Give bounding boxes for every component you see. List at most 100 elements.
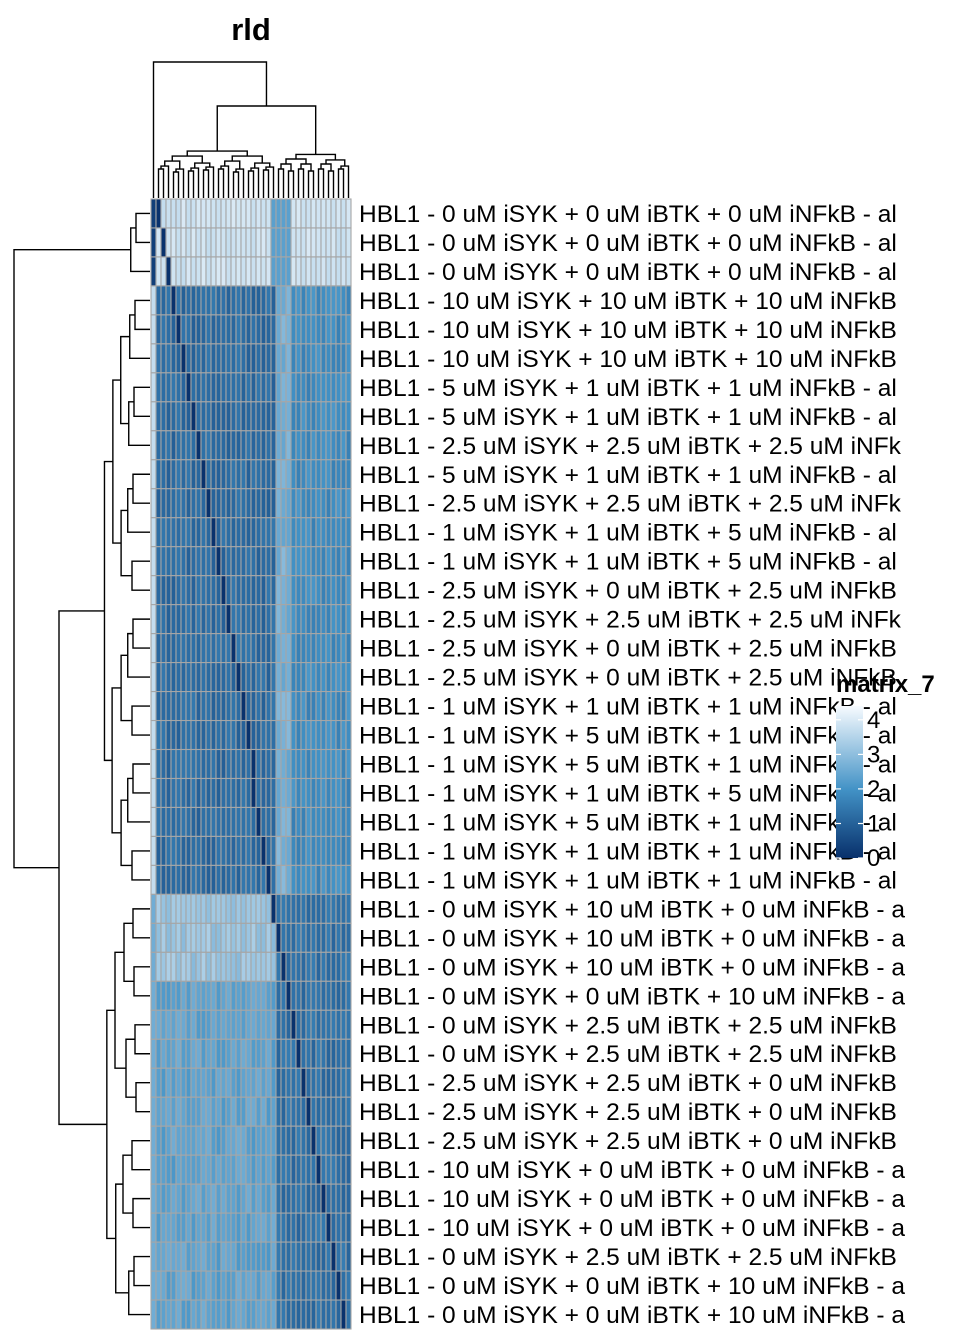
heatmap-cell — [330, 806, 337, 837]
heatmap-cell — [275, 1009, 282, 1040]
heatmap-cell — [175, 1154, 182, 1185]
heatmap-cell — [280, 604, 287, 635]
heatmap-cell — [270, 430, 277, 461]
heatmap-cell — [230, 691, 237, 722]
heatmap-cell — [175, 1212, 182, 1243]
column-dendrogram-branch — [164, 160, 181, 170]
heatmap-cell — [310, 372, 317, 403]
heatmap-cell — [235, 1096, 242, 1127]
heatmap-cell — [215, 314, 222, 345]
heatmap-cell — [220, 719, 227, 751]
heatmap-cell — [240, 575, 247, 606]
heatmap-cell — [215, 951, 222, 982]
heatmap-cell — [225, 401, 232, 432]
heatmap-cell — [195, 488, 202, 519]
heatmap-cell — [215, 922, 222, 953]
row-dendrogram-branch — [13, 249, 131, 869]
heatmap-cell — [215, 517, 222, 548]
heatmap-cell — [265, 575, 272, 606]
row-label: HBL1 - 0 uM iSYK + 0 uM iBTK + 10 uM iNF… — [359, 1273, 905, 1300]
heatmap-cell — [335, 459, 342, 490]
heatmap-cell — [285, 1212, 292, 1243]
heatmap-cell — [210, 864, 217, 895]
heatmap-cell — [335, 198, 342, 229]
heatmap-cell — [235, 951, 242, 982]
heatmap-cell — [305, 951, 312, 982]
heatmap-cell — [275, 922, 282, 953]
heatmap-cell — [200, 864, 207, 895]
heatmap-cell — [215, 864, 222, 895]
heatmap-cell — [190, 314, 197, 345]
heatmap-cell — [195, 777, 202, 809]
heatmap-cell — [230, 430, 237, 461]
heatmap-cell — [270, 662, 277, 693]
heatmap-cell — [275, 546, 282, 577]
heatmap-cell — [290, 1067, 297, 1098]
heatmap-cell — [250, 604, 257, 635]
heatmap-cell — [315, 343, 322, 374]
heatmap-cell — [245, 1096, 252, 1127]
heatmap-cell — [190, 1038, 197, 1069]
heatmap-cell — [320, 227, 327, 258]
heatmap-cell — [255, 1038, 262, 1069]
heatmap-cell — [295, 401, 302, 432]
heatmap-cell — [240, 1154, 247, 1185]
heatmap-cell — [230, 951, 237, 982]
heatmap-cell — [280, 864, 287, 895]
heatmap-cell — [200, 430, 207, 461]
heatmap-cell — [250, 691, 257, 722]
heatmap-cell — [230, 604, 237, 635]
heatmap-cell — [240, 314, 247, 345]
heatmap-cell — [205, 517, 212, 548]
heatmap-cell — [340, 922, 347, 953]
heatmap-cell — [225, 227, 232, 258]
heatmap-cell — [305, 227, 312, 258]
heatmap-cell — [325, 227, 332, 258]
heatmap-cell — [280, 806, 287, 837]
legend-tick-label: 3 — [867, 741, 880, 768]
heatmap-cell — [215, 1067, 222, 1098]
heatmap-cell — [310, 459, 317, 490]
heatmap-cell — [335, 662, 342, 693]
heatmap-cell — [240, 372, 247, 403]
heatmap-cell — [150, 922, 157, 953]
heatmap-cell — [345, 430, 352, 461]
heatmap-cell — [340, 314, 347, 345]
heatmap-cell — [180, 488, 187, 519]
heatmap-cell — [345, 227, 352, 258]
heatmap-cell — [155, 633, 162, 664]
heatmap-cell — [270, 314, 277, 345]
heatmap-cell — [150, 1299, 157, 1330]
heatmap-cell — [325, 430, 332, 461]
row-labels: HBL1 - 0 uM iSYK + 0 uM iBTK + 0 uM iNFk… — [359, 201, 905, 1329]
heatmap-cell — [170, 488, 177, 519]
heatmap-cell — [260, 256, 267, 287]
heatmap-cell — [160, 1038, 167, 1069]
heatmap-cell — [195, 575, 202, 606]
heatmap-cell — [300, 604, 307, 635]
heatmap-cell — [300, 748, 307, 780]
heatmap-cell — [225, 662, 232, 693]
heatmap-cell — [240, 951, 247, 982]
heatmap-cell — [315, 256, 322, 287]
heatmap-cell — [220, 893, 227, 924]
heatmap-cell — [150, 777, 157, 809]
heatmap-cell — [310, 1009, 317, 1040]
heatmap-cell — [285, 575, 292, 606]
heatmap-cell — [300, 459, 307, 490]
heatmap-cell — [330, 691, 337, 722]
heatmap-cell — [155, 1183, 162, 1214]
heatmap-cell — [255, 343, 262, 374]
heatmap-cell — [295, 1096, 302, 1127]
heatmap-cell — [240, 604, 247, 635]
heatmap-cell — [305, 1009, 312, 1040]
heatmap-cell — [225, 459, 232, 490]
heatmap-cell — [270, 719, 277, 751]
heatmap-cell — [285, 1038, 292, 1069]
heatmap-cell — [165, 575, 172, 606]
heatmap-cell — [250, 1096, 257, 1127]
heatmap-cell — [310, 1067, 317, 1098]
heatmap-cell — [185, 1183, 192, 1214]
heatmap-cell — [345, 777, 352, 809]
